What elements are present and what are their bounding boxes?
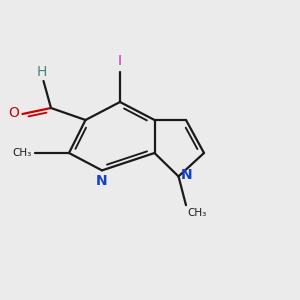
Text: I: I bbox=[118, 54, 122, 68]
Text: CH₃: CH₃ bbox=[13, 148, 32, 158]
Text: N: N bbox=[181, 168, 193, 182]
Text: N: N bbox=[96, 174, 108, 188]
Text: CH₃: CH₃ bbox=[188, 208, 207, 218]
Text: H: H bbox=[37, 64, 47, 79]
Text: O: O bbox=[8, 106, 19, 120]
